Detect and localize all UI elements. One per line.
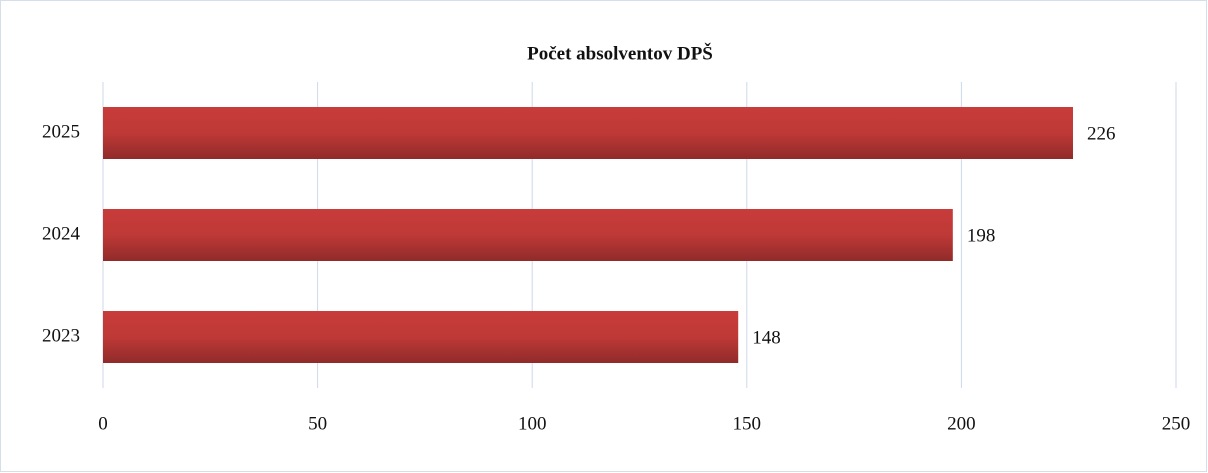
x-tick-label: 200 (947, 413, 976, 434)
x-tick-label: 50 (308, 413, 327, 434)
x-tick-label: 150 (733, 413, 762, 434)
bar (103, 311, 739, 363)
chart-title: Počet absolventov DPŠ (527, 42, 713, 64)
x-tick-label: 0 (98, 413, 108, 434)
x-tick-label: 100 (518, 413, 547, 434)
data-label: 148 (752, 327, 781, 348)
bar (103, 209, 953, 261)
y-tick-label: 2024 (42, 223, 81, 244)
data-label: 226 (1087, 123, 1116, 144)
y-tick-label: 2025 (42, 121, 80, 142)
y-tick-label: 2023 (42, 325, 80, 346)
x-tick-label: 250 (1162, 413, 1191, 434)
data-label: 198 (967, 225, 996, 246)
bar (103, 107, 1073, 159)
